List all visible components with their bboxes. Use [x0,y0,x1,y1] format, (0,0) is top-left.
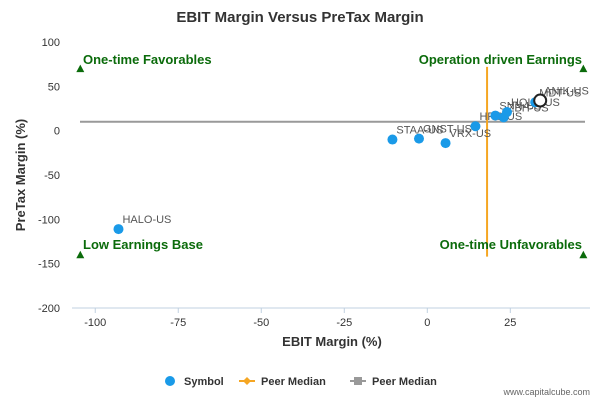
data-label-gnst-us: GNST-US [423,124,472,136]
quadrant-label-top-right: Operation driven Earnings [419,52,582,67]
data-point-hrc-us [470,121,481,132]
quadrant-label-top-left: One-time Favorables [83,52,212,67]
y-tick-label: 50 [48,81,60,93]
data-label-mdt-us: MDT-US [539,87,581,99]
data-label-halo-us: HALO-US [122,214,171,226]
y-tick-label: -50 [44,170,60,182]
data-point-snn-us [490,110,501,121]
data-label-anik-us: ANIK-US [544,86,589,98]
legend-label: Peer Median [261,376,326,388]
y-tick-label: -100 [38,214,60,226]
data-label-vrx-us: VRX-US [450,128,492,140]
data-point-vrx-us [440,138,451,149]
chart-title: EBIT Margin Versus PreTax Margin [176,9,423,26]
y-tick-label: 100 [42,37,60,49]
x-tick-label: -75 [170,317,186,329]
quadrant-label-bottom-right: One-time Unfavorables [440,237,582,252]
y-tick-label: 0 [54,126,60,138]
legend-marker-peer-median-x [243,377,251,385]
legend-marker-peer-median-y [354,377,362,385]
quadrant-marker-bottom-left [76,250,85,259]
data-point-gnst-us [413,133,424,144]
data-points: HALO-USSTAA-USGNST-USVRX-USHRC-USSNN-USZ… [113,86,589,235]
data-point-anik-us [533,93,548,108]
legend: Symbol Peer Median Peer Median [165,376,437,388]
legend-label: Symbol [184,376,224,388]
credit-text: www.capitalcube.com [502,387,590,397]
x-tick-label: 25 [504,317,516,329]
legend-label: Peer Median [372,376,437,388]
quadrant-marker-bottom-right [579,250,588,259]
x-tick-label: -50 [253,317,269,329]
data-point-holx-us [501,107,512,118]
quadrant-annotations: One-time Favorables Operation driven Earn… [76,52,588,259]
x-tick-label: -100 [84,317,106,329]
quadrant-marker-top-left [76,64,85,73]
legend-marker-symbol [165,376,175,386]
peer-median-lines [80,66,585,257]
x-tick-label: -25 [336,317,352,329]
data-point-halo-us [113,224,124,235]
axes: -100 -75 -50 -25 0 25 100 50 0 -50 -100 -150 -200 [38,37,590,329]
x-axis-title: EBIT Margin (%) [282,334,382,349]
quadrant-marker-top-right [579,64,588,73]
data-label-staa-us: STAA-US [396,125,443,137]
quadrant-label-bottom-left: Low Earnings Base [83,237,203,252]
y-axis-title: PreTax Margin (%) [13,119,28,231]
data-point-staa-us [387,134,398,145]
y-tick-label: -200 [38,303,60,315]
x-tick-label: 0 [424,317,430,329]
y-tick-label: -150 [38,259,60,271]
